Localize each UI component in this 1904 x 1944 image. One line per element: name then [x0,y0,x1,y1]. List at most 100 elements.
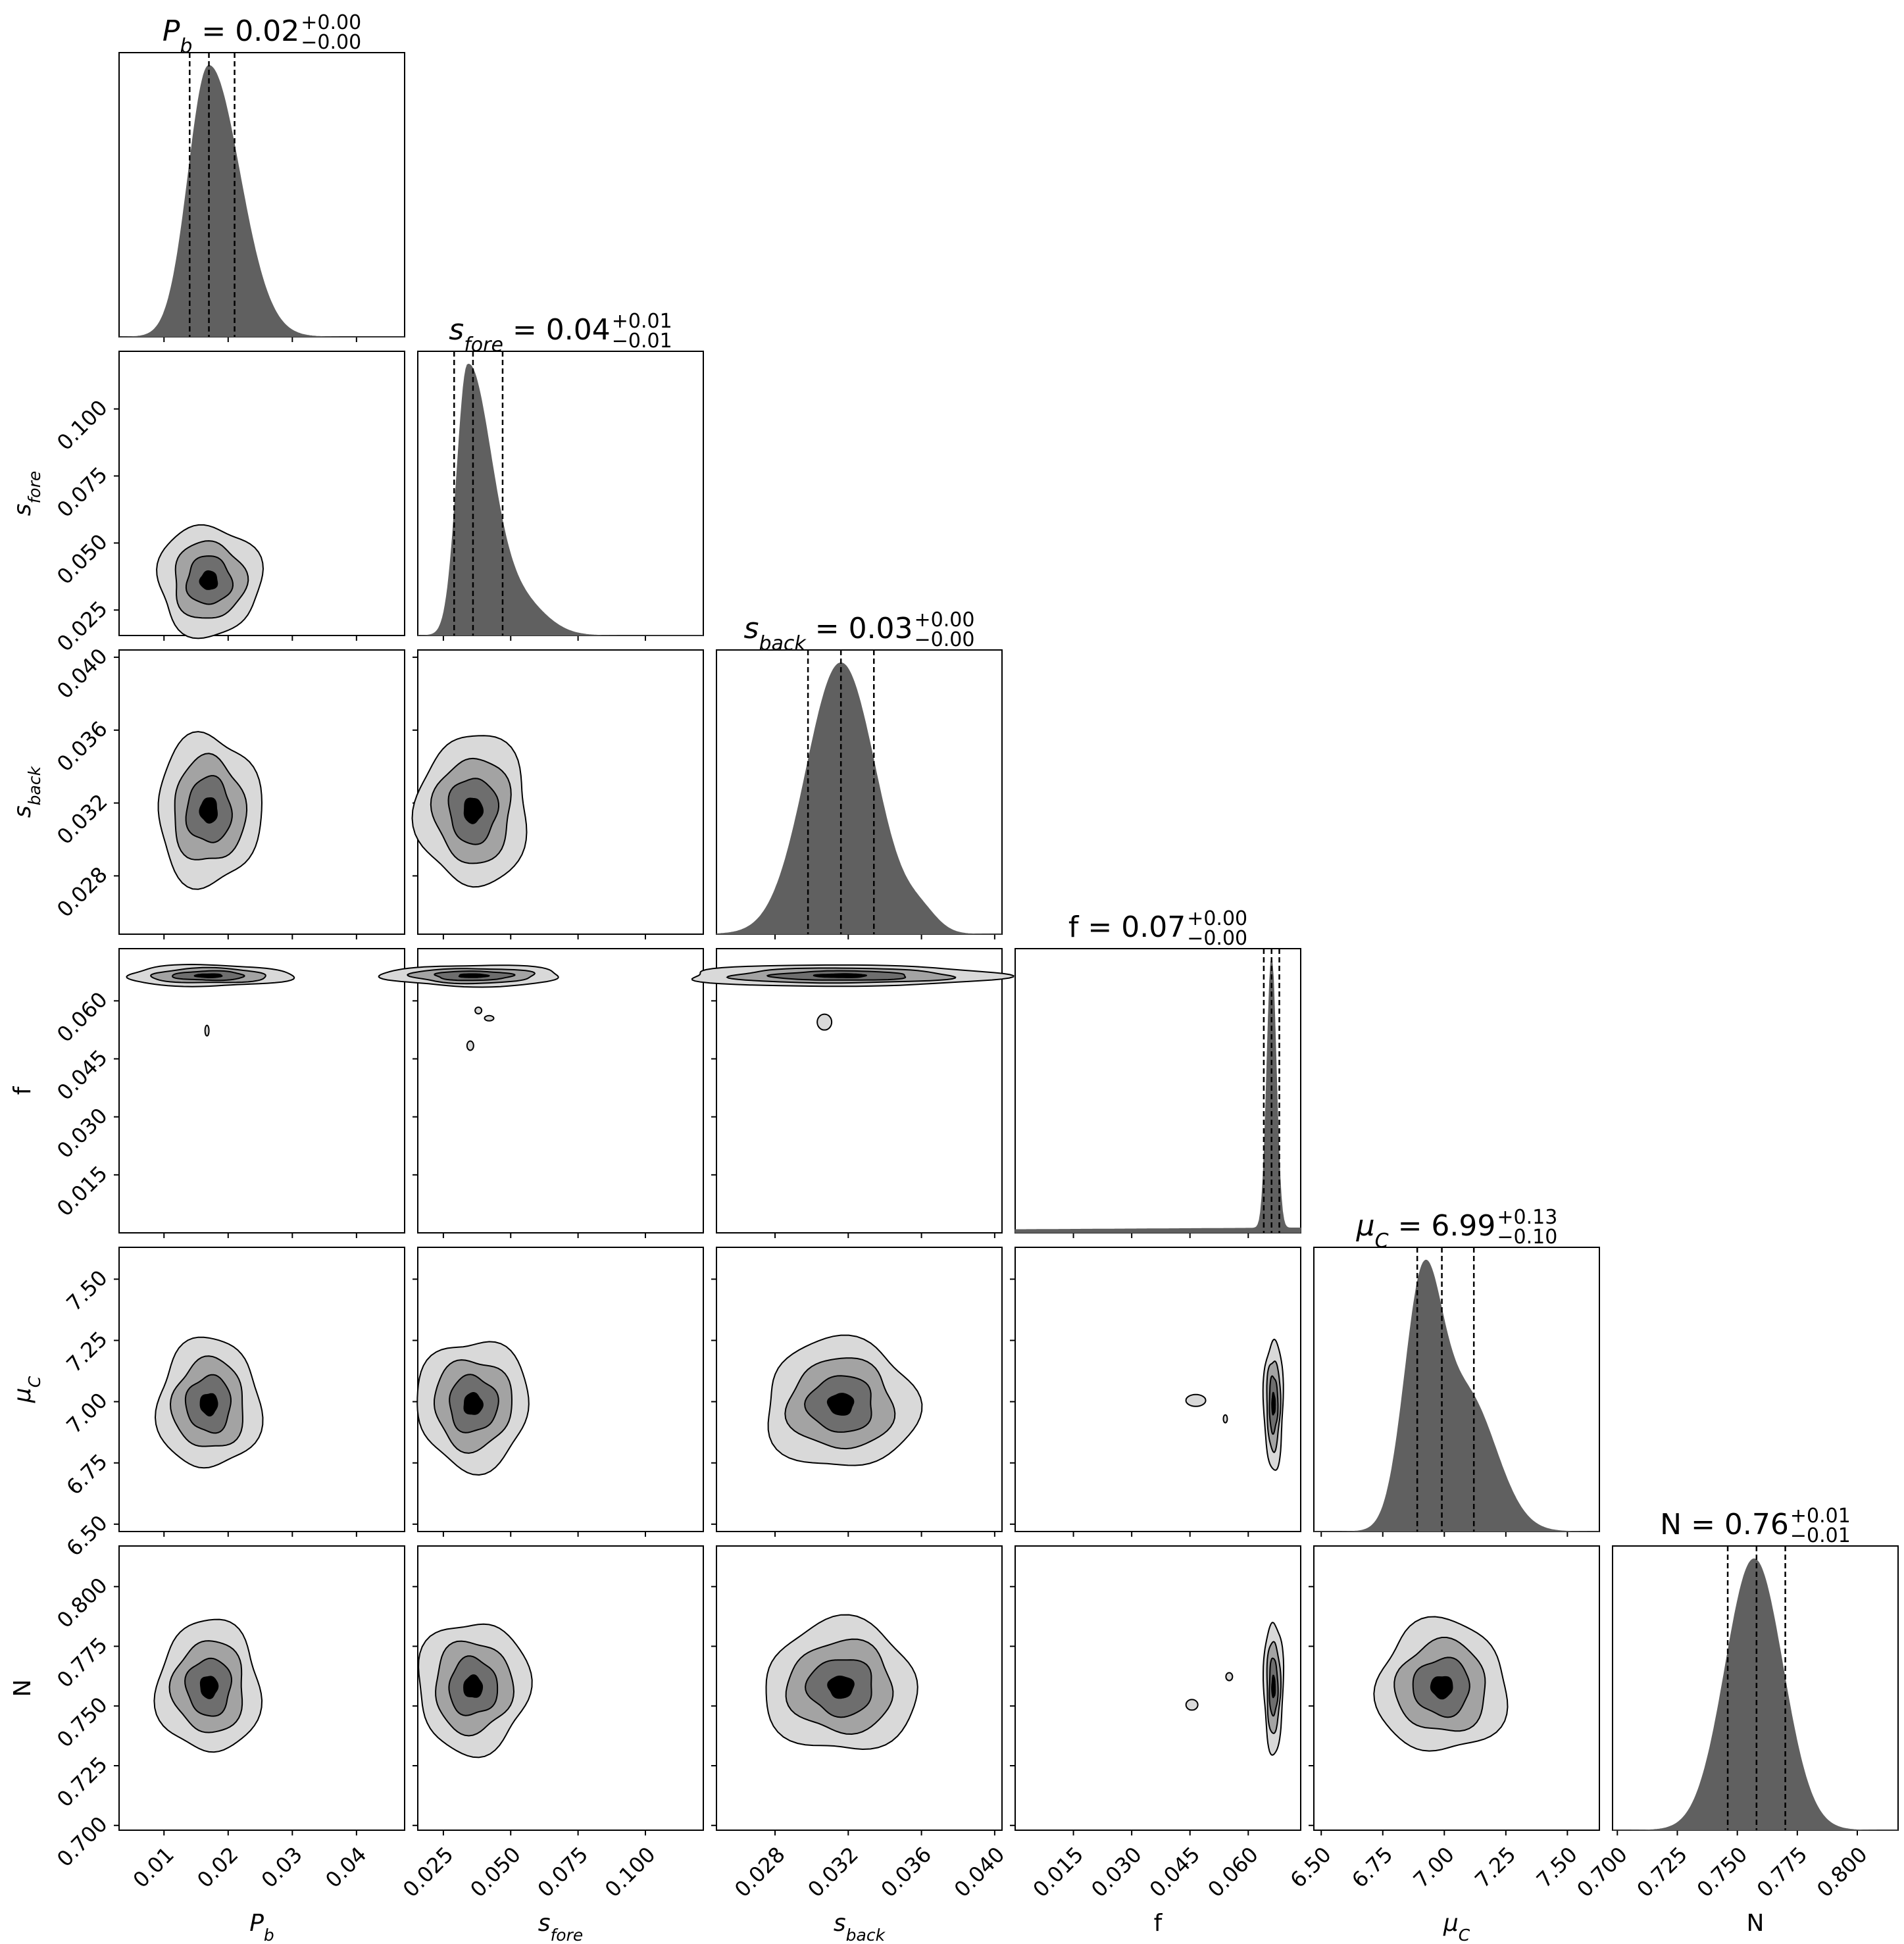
histogram-f [1015,960,1301,1234]
contour-f-Pb-level-4 [193,973,223,978]
contour-island-f-sfore [484,1014,495,1022]
x-tick-label-sfore: 0.100 [600,1842,661,1903]
panel-frame-f-f [1015,948,1301,1234]
y-tick-label-muC: 7.25 [61,1326,112,1377]
title-minus-sfore: −0.01 [612,330,672,353]
contour-sback-sfore-level-4 [463,797,484,824]
x-tick-label-sback: 0.028 [730,1842,790,1903]
x-tick-label-N: 0.800 [1812,1842,1872,1903]
histogram-N [1613,1558,1898,1831]
y-tick-label-sback: 0.028 [52,862,113,922]
contour-island-f-sfore [466,1040,474,1051]
x-tick-label-N: 0.775 [1752,1842,1813,1903]
title-sfore: sfore = 0.04 +0.01−0.01 [449,310,672,357]
x-axis-label-sback: sback [834,1910,886,1944]
x-tick-label-Pb: 0.03 [257,1842,307,1893]
y-tick-label-sback: 0.040 [52,643,113,704]
contour-island-f-sfore [474,1007,483,1015]
contour-N-sback-level-4 [827,1675,855,1699]
x-tick-label-sfore: 0.075 [533,1842,593,1903]
panel-frame-sback-Pb [118,649,405,935]
y-axis-label-N: N [9,1680,36,1697]
x-axis-label-sfore: sfore [538,1910,584,1944]
contour-muC-sfore-level-4 [463,1392,484,1415]
title-minus-Pb: −0.00 [301,31,361,54]
x-tick-label-muC: 7.00 [1409,1842,1459,1893]
x-tick-label-sfore: 0.025 [398,1842,459,1903]
y-tick-label-sfore: 0.025 [52,596,113,657]
y-axis-label-sfore: sfore [9,471,44,516]
panel-frame-N-Pb [118,1545,405,1831]
title-plus-f: +0.00 [1187,907,1247,930]
y-tick-label-sback: 0.032 [52,789,113,849]
title-plus-sback: +0.00 [914,609,975,632]
contour-sback-Pb-level-4 [199,797,218,824]
title-sback: sback = 0.03 +0.00−0.00 [744,609,975,655]
contour-N-Pb-level-4 [199,1676,219,1699]
y-tick-label-sfore: 0.075 [52,462,113,522]
y-tick-label-f: 0.015 [52,1161,113,1222]
title-minus-muC: −0.10 [1497,1226,1557,1249]
contour-f-sback-level-4 [813,973,868,978]
panel-frame-N-sback [716,1545,1003,1831]
x-tick-label-N: 0.750 [1692,1842,1753,1903]
title-minus-N: −0.01 [1790,1524,1851,1547]
y-tick-label-N: 0.750 [52,1692,113,1753]
panel-frame-sfore-Pb [118,351,405,636]
y-tick-label-N: 0.800 [52,1573,113,1633]
panel-frame-muC-f [1015,1247,1301,1532]
title-Pb: Pb = 0.02 +0.00−0.00 [163,11,361,58]
histogram-sfore [417,363,703,636]
panel-frame-muC-sback [716,1247,1003,1532]
y-tick-label-sfore: 0.100 [52,395,113,455]
title-minus-sback: −0.00 [914,628,975,651]
x-tick-label-Pb: 0.01 [128,1842,179,1893]
x-axis-label-Pb: Pb [249,1910,274,1944]
title-plus-N: +0.01 [1790,1505,1851,1528]
panel-frame-f-sfore [417,948,704,1234]
title-minus-f: −0.00 [1187,927,1247,950]
y-tick-label-N: 0.700 [52,1812,113,1872]
title-main-sfore: sfore = 0.04 [449,313,610,357]
contour-island-f-Pb [204,1024,210,1037]
x-tick-label-sback: 0.032 [803,1842,863,1903]
y-tick-label-muC: 6.50 [61,1510,112,1561]
y-tick-label-N: 0.775 [52,1632,113,1693]
contour-N-sfore-level-4 [463,1674,484,1698]
y-axis-label-f: f [9,1085,36,1095]
contour-island-muC-f [1185,1393,1207,1407]
contour-muC-Pb-level-4 [199,1393,218,1417]
x-tick-label-f: 0.015 [1028,1842,1089,1903]
y-axis-label-muC: μC [9,1376,44,1403]
x-tick-label-f: 0.030 [1086,1842,1147,1903]
x-tick-label-muC: 6.75 [1347,1842,1397,1893]
x-tick-label-sfore: 0.050 [465,1842,526,1903]
panel-frame-N-sfore [417,1545,704,1831]
contour-island-f-sback [816,1013,833,1031]
x-tick-label-f: 0.060 [1203,1842,1263,1903]
histogram-muC [1314,1259,1599,1532]
title-muC: μC = 6.99 +0.13−0.10 [1356,1206,1558,1253]
title-main-f: f = 0.07 [1068,910,1186,944]
panel-frame-N-f [1015,1545,1301,1831]
x-tick-label-sback: 0.040 [949,1842,1010,1903]
x-tick-label-N: 0.725 [1632,1842,1692,1903]
panel-frame-muC-Pb [118,1247,405,1532]
y-tick-label-sfore: 0.050 [52,529,113,589]
x-tick-label-f: 0.045 [1145,1842,1205,1903]
contour-f-sfore-level-4 [458,973,490,978]
contour-N-f-level-4 [1271,1674,1276,1699]
x-tick-label-Pb: 0.02 [192,1842,243,1893]
x-axis-label-N: N [1747,1910,1765,1937]
title-plus-sfore: +0.01 [612,310,672,333]
y-tick-label-f: 0.045 [52,1045,113,1105]
title-f: f = 0.07 +0.00−0.00 [1068,907,1247,950]
title-plus-muC: +0.13 [1497,1206,1557,1229]
panel-frame-N-muC [1313,1545,1600,1831]
title-main-N: N = 0.76 [1660,1508,1789,1541]
contour-island-N-f [1225,1672,1234,1682]
contour-N-muC-level-4 [1430,1676,1453,1700]
histogram-Pb [119,64,405,337]
y-tick-label-muC: 7.50 [61,1265,112,1316]
